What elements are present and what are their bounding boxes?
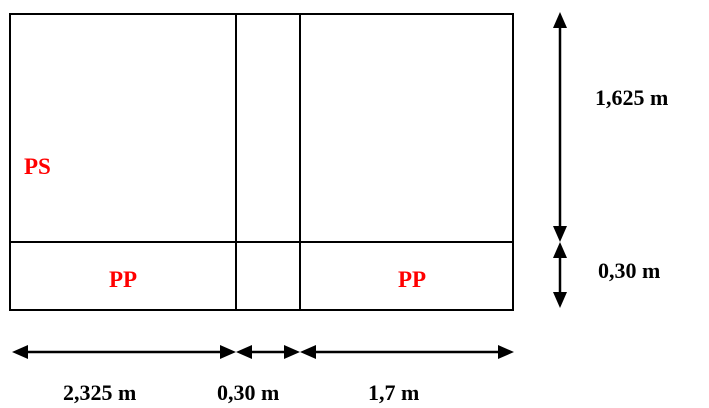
dimension-text-left: 2,325 m (63, 380, 136, 405)
dimension-arrow-middle (236, 345, 300, 359)
dimension-arrow-left (12, 345, 236, 359)
label-pp-right: PP (398, 267, 426, 292)
dimension-text-right: 1,7 m (368, 380, 419, 405)
dimension-text-top: 1,625 m (595, 85, 668, 110)
dimension-arrow-top (553, 12, 567, 242)
label-ps: PS (24, 154, 51, 179)
dimension-text-middle: 0,30 m (217, 380, 279, 405)
label-pp-left: PP (109, 267, 137, 292)
dimension-text-bottom: 0,30 m (598, 258, 660, 283)
dimension-arrow-bottom (553, 242, 567, 308)
dimension-arrow-right (300, 345, 514, 359)
outer-frame (9, 13, 514, 311)
